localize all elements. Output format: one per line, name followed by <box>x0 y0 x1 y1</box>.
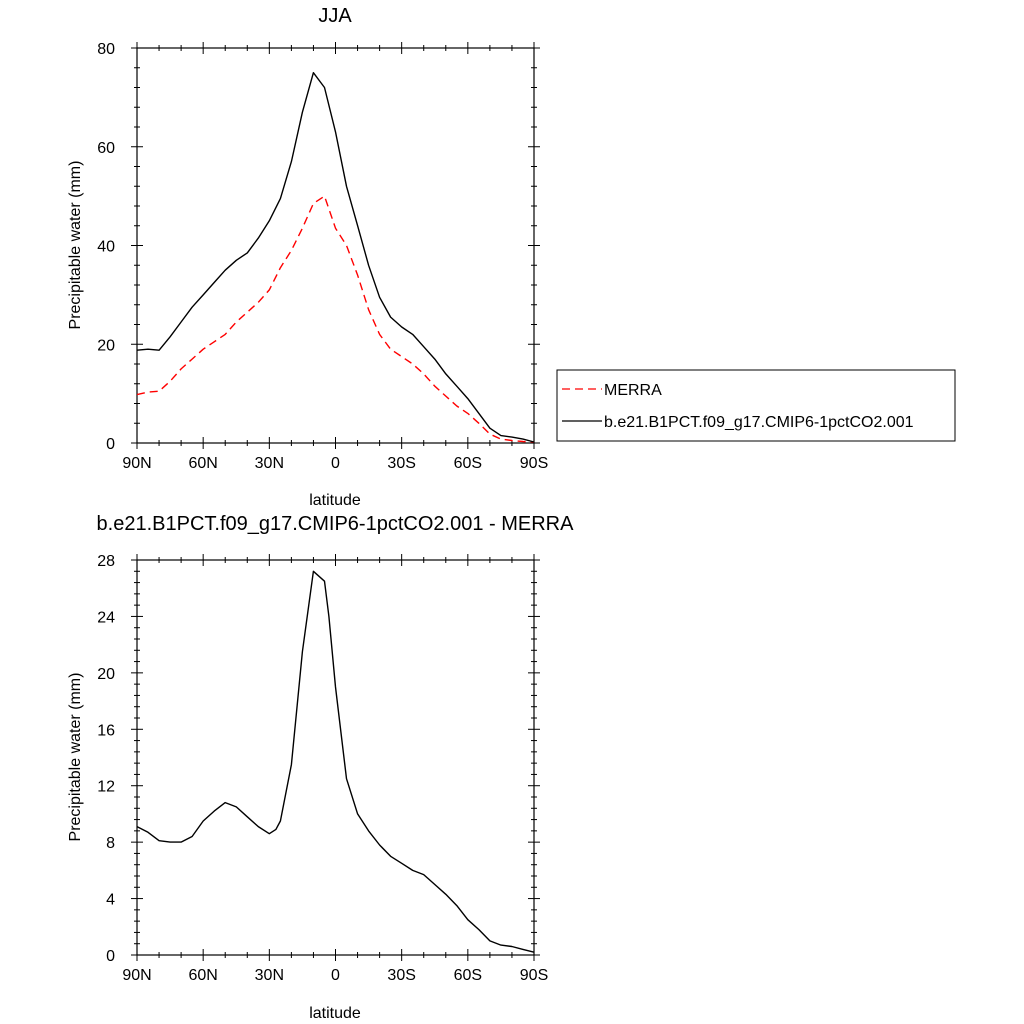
bottom-chart-series-line-0 <box>136 570 535 953</box>
top-chart-y-tick-label: 20 <box>97 337 115 354</box>
bottom-chart-x-tick-label: 30S <box>387 967 415 984</box>
top-chart-x-tick-label: 90N <box>122 455 151 472</box>
bottom-chart-ticks: 90N 60N 30N 0 30S 60S 90S 0 4 8 12 16 20 24 28 <box>97 553 548 984</box>
bottom-chart-plot-frame <box>136 559 535 956</box>
top-chart: JJA 90N 60N 30N 0 30S 60S 90S 0 20 40 60 80 latitud… <box>67 5 548 509</box>
top-chart-series <box>136 71 535 443</box>
top-chart-plot-frame <box>136 47 535 444</box>
bottom-chart-x-tick-label: 90S <box>520 967 548 984</box>
bottom-chart-y-tick-label: 16 <box>97 722 115 739</box>
top-chart-y-tick-label: 80 <box>97 41 115 58</box>
top-chart-x-axis-label: latitude <box>309 492 361 509</box>
top-chart-y-axis-label: Precipitable water (mm) <box>67 161 84 330</box>
bottom-chart: b.e21.B1PCT.f09_g17.CMIP6-1pctCO2.001 - … <box>67 513 574 1022</box>
bottom-chart-y-tick-label: 20 <box>97 666 115 683</box>
top-chart-x-tick-label: 60N <box>188 455 217 472</box>
legend-label-merra: MERRA <box>604 382 662 399</box>
bottom-chart-y-axis-label: Precipitable water (mm) <box>67 673 84 842</box>
top-chart-x-tick-label: 30N <box>255 455 284 472</box>
top-chart-y-tick-label: 40 <box>97 239 115 256</box>
top-chart-x-tick-label: 60S <box>454 455 482 472</box>
top-chart-title: JJA <box>318 5 352 27</box>
bottom-chart-x-axis-label: latitude <box>309 1005 361 1022</box>
top-chart-series-line-1 <box>136 71 535 443</box>
top-chart-y-tick-label: 0 <box>106 436 115 453</box>
bottom-chart-y-tick-label: 8 <box>106 835 115 852</box>
bottom-chart-x-tick-label: 90N <box>122 967 151 984</box>
bottom-chart-series <box>136 570 535 953</box>
top-chart-legend: MERRA b.e21.B1PCT.f09_g17.CMIP6-1pctCO2.… <box>556 369 956 442</box>
top-chart-y-tick-label: 60 <box>97 140 115 157</box>
top-chart-ticks: 90N 60N 30N 0 30S 60S 90S 0 20 40 60 80 <box>97 41 548 472</box>
bottom-chart-x-tick-label: 60N <box>188 967 217 984</box>
legend-label-model: b.e21.B1PCT.f09_g17.CMIP6-1pctCO2.001 <box>604 414 914 431</box>
bottom-chart-y-tick-label: 4 <box>106 892 115 909</box>
top-chart-series-line-0 <box>136 195 535 443</box>
bottom-chart-title: b.e21.B1PCT.f09_g17.CMIP6-1pctCO2.001 - … <box>97 513 575 535</box>
bottom-chart-x-tick-label: 0 <box>331 967 340 984</box>
top-chart-x-tick-label: 90S <box>520 455 548 472</box>
bottom-chart-y-tick-label: 0 <box>106 948 115 965</box>
top-chart-x-tick-label: 30S <box>387 455 415 472</box>
bottom-chart-x-tick-label: 60S <box>454 967 482 984</box>
bottom-chart-y-tick-label: 28 <box>97 553 115 570</box>
bottom-chart-y-tick-label: 12 <box>97 779 115 796</box>
bottom-chart-x-tick-label: 30N <box>255 967 284 984</box>
bottom-chart-y-tick-label: 24 <box>97 609 115 626</box>
top-chart-x-tick-label: 0 <box>331 455 340 472</box>
legend-box <box>556 369 956 442</box>
